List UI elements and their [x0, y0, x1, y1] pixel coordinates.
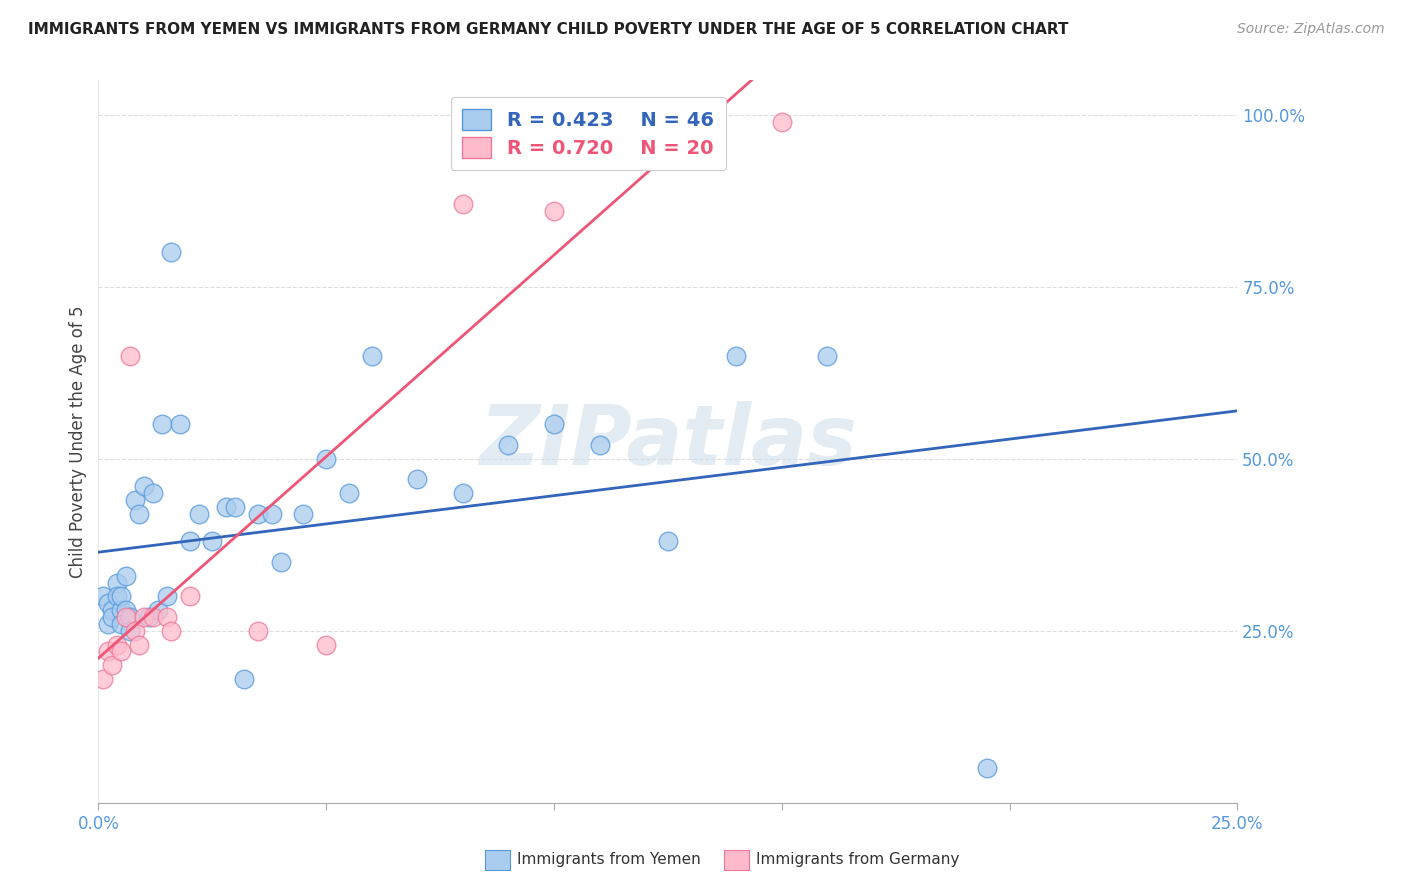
- Point: [246, 624, 269, 638]
- Point: [815, 349, 838, 363]
- Point: [132, 479, 155, 493]
- Point: [543, 204, 565, 219]
- Point: [169, 417, 191, 432]
- Point: [657, 534, 679, 549]
- Point: [215, 500, 238, 514]
- Point: [120, 349, 142, 363]
- Point: [110, 644, 132, 658]
- Point: [124, 624, 146, 638]
- Point: [179, 590, 201, 604]
- Point: [246, 507, 269, 521]
- Point: [105, 590, 128, 604]
- Point: [179, 534, 201, 549]
- Point: [976, 761, 998, 775]
- Point: [120, 610, 142, 624]
- Y-axis label: Child Poverty Under the Age of 5: Child Poverty Under the Age of 5: [69, 305, 87, 578]
- Point: [124, 493, 146, 508]
- Point: [128, 638, 150, 652]
- Point: [110, 616, 132, 631]
- Point: [138, 610, 160, 624]
- Point: [315, 451, 337, 466]
- Point: [91, 672, 114, 686]
- Point: [360, 349, 382, 363]
- Point: [160, 624, 183, 638]
- Point: [114, 603, 136, 617]
- Point: [612, 114, 634, 128]
- Point: [156, 590, 179, 604]
- Point: [270, 555, 292, 569]
- Point: [105, 575, 128, 590]
- Text: IMMIGRANTS FROM YEMEN VS IMMIGRANTS FROM GERMANY CHILD POVERTY UNDER THE AGE OF : IMMIGRANTS FROM YEMEN VS IMMIGRANTS FROM…: [28, 22, 1069, 37]
- Point: [101, 610, 124, 624]
- Point: [101, 603, 124, 617]
- Point: [187, 507, 209, 521]
- Text: Immigrants from Yemen: Immigrants from Yemen: [517, 853, 702, 867]
- Point: [142, 610, 165, 624]
- Point: [292, 507, 315, 521]
- Point: [146, 603, 169, 617]
- Point: [260, 507, 283, 521]
- Point: [101, 658, 124, 673]
- Point: [201, 534, 224, 549]
- Point: [770, 114, 793, 128]
- Text: ZIPatlas: ZIPatlas: [479, 401, 856, 482]
- Point: [96, 596, 118, 610]
- Point: [725, 349, 748, 363]
- Point: [224, 500, 246, 514]
- Point: [96, 616, 118, 631]
- Point: [128, 507, 150, 521]
- Point: [150, 417, 173, 432]
- Point: [406, 472, 429, 486]
- Text: Source: ZipAtlas.com: Source: ZipAtlas.com: [1237, 22, 1385, 37]
- Point: [114, 610, 136, 624]
- Point: [160, 245, 183, 260]
- Point: [110, 590, 132, 604]
- Point: [543, 417, 565, 432]
- Text: Immigrants from Germany: Immigrants from Germany: [756, 853, 960, 867]
- Point: [337, 486, 360, 500]
- Point: [451, 486, 474, 500]
- Point: [498, 438, 520, 452]
- Point: [91, 590, 114, 604]
- Point: [105, 638, 128, 652]
- Point: [142, 486, 165, 500]
- Point: [120, 624, 142, 638]
- Point: [588, 438, 610, 452]
- Legend: R = 0.423    N = 46, R = 0.720    N = 20: R = 0.423 N = 46, R = 0.720 N = 20: [450, 97, 725, 169]
- Point: [315, 638, 337, 652]
- Point: [233, 672, 256, 686]
- Point: [110, 603, 132, 617]
- Point: [132, 610, 155, 624]
- Point: [451, 197, 474, 211]
- Point: [114, 568, 136, 582]
- Point: [156, 610, 179, 624]
- Point: [96, 644, 118, 658]
